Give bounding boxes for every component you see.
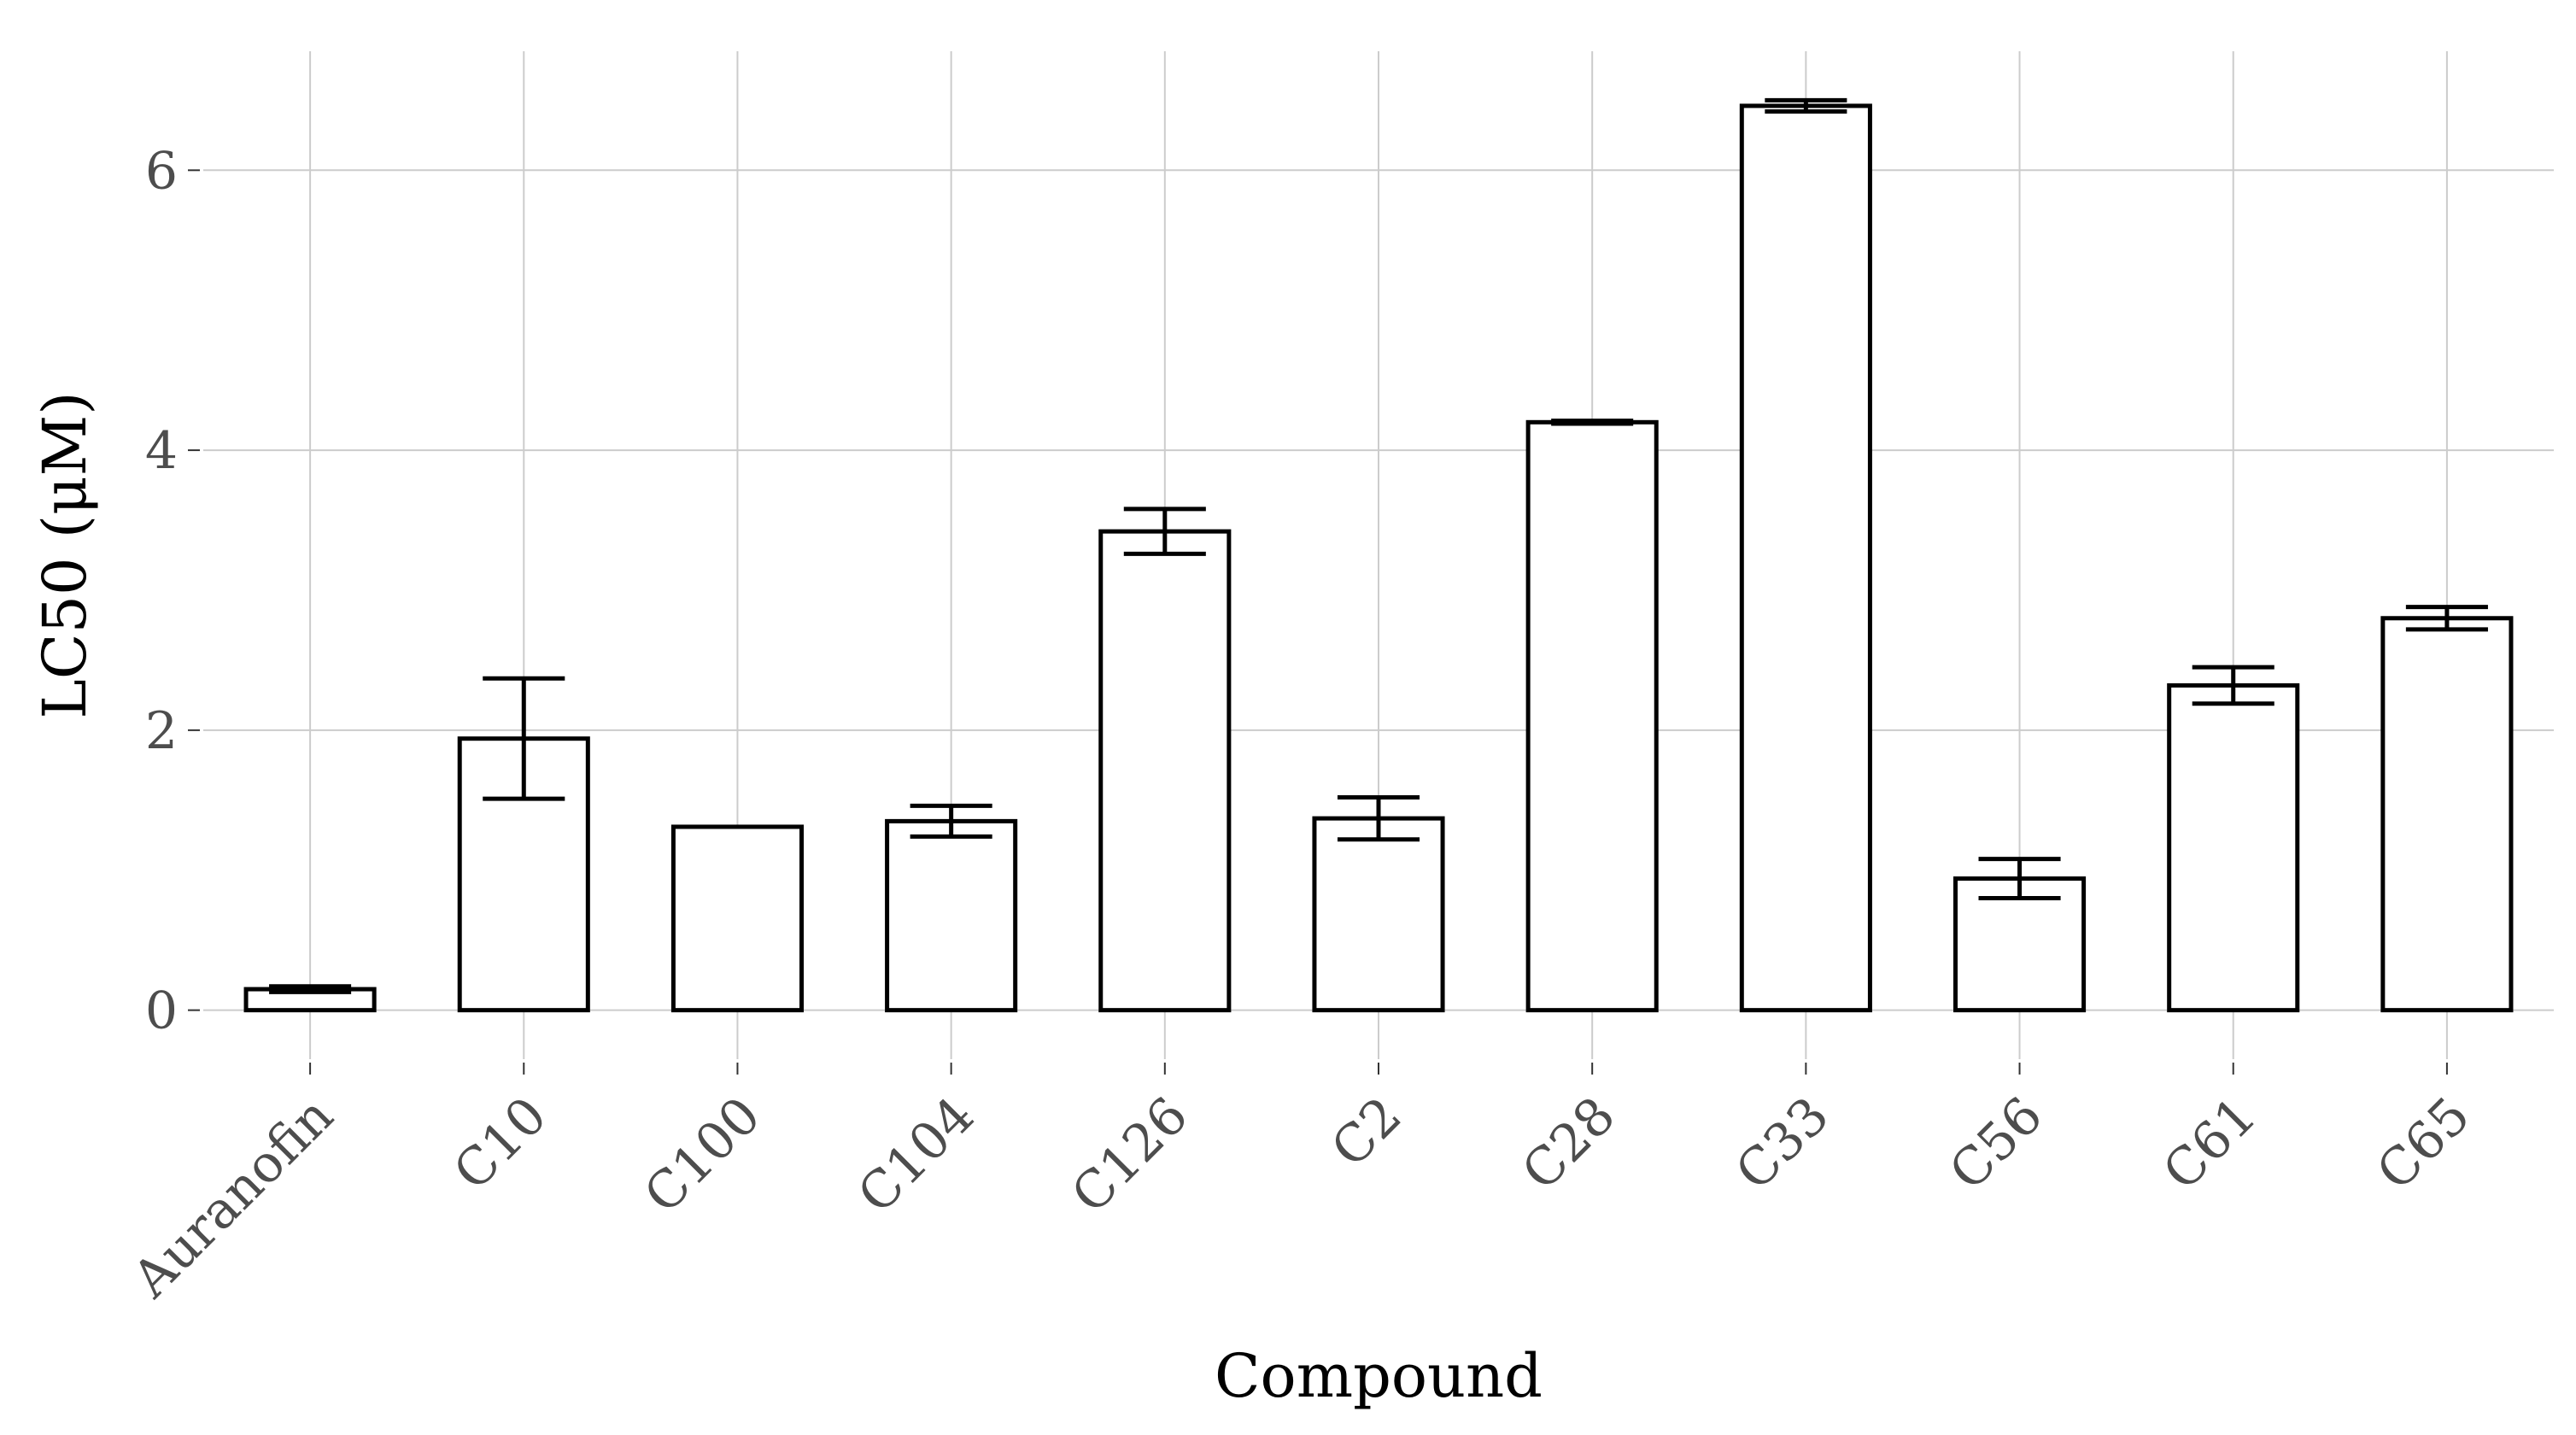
x-tick-label: C10 [442,1086,559,1202]
y-tick-label: 6 [145,141,178,201]
bars [243,103,2514,1013]
x-axis-title: Compound [1215,1341,1543,1411]
error-bar-c65 [2405,605,2488,632]
x-tick-label: C104 [846,1086,986,1225]
y-tick-label: 0 [145,981,178,1041]
x-tick-label: C100 [633,1086,772,1225]
x-tick-label: Auranofin [120,1086,344,1309]
bar-c28 [1525,419,1659,1013]
y-tick-label: 4 [145,421,178,481]
bar-c2 [1312,816,1445,1013]
x-tick-label: C61 [2152,1086,2268,1202]
bar-c61 [2167,682,2300,1013]
error-bar-c56 [1978,857,2061,901]
x-tick-label: C2 [1320,1086,1414,1179]
error-bar-auranofin [269,984,352,994]
error-bar-c61 [2192,665,2274,706]
x-tick-label: C65 [2366,1086,2482,1202]
error-bar-c2 [1337,795,1420,842]
bar-c126 [1098,529,1232,1013]
y-axis-ticks: 0 2 4 6 [145,141,200,1041]
y-axis-title: LC50 (μM) [30,391,100,718]
error-bars [269,97,2488,994]
error-bar-c126 [1123,507,1206,556]
x-tick-label: C33 [1724,1086,1841,1202]
bar-c104 [885,818,1018,1013]
error-bar-c10 [483,676,565,801]
bar-c65 [2380,616,2514,1013]
y-tick-label: 2 [145,701,178,761]
error-bar-c28 [1551,419,1634,426]
error-bar-c104 [910,803,992,839]
bar-c33 [1739,103,1872,1013]
x-tick-label: C126 [1060,1086,1199,1225]
bar-c100 [670,824,805,1013]
error-bar-c33 [1765,97,1847,114]
x-tick-label: C56 [1938,1086,2054,1202]
x-axis-ticks: Auranofin C10 C100 C104 C126 C2 C28 C33 C56 C61 C6… [120,1063,2482,1309]
x-tick-label: C28 [1511,1086,1627,1202]
